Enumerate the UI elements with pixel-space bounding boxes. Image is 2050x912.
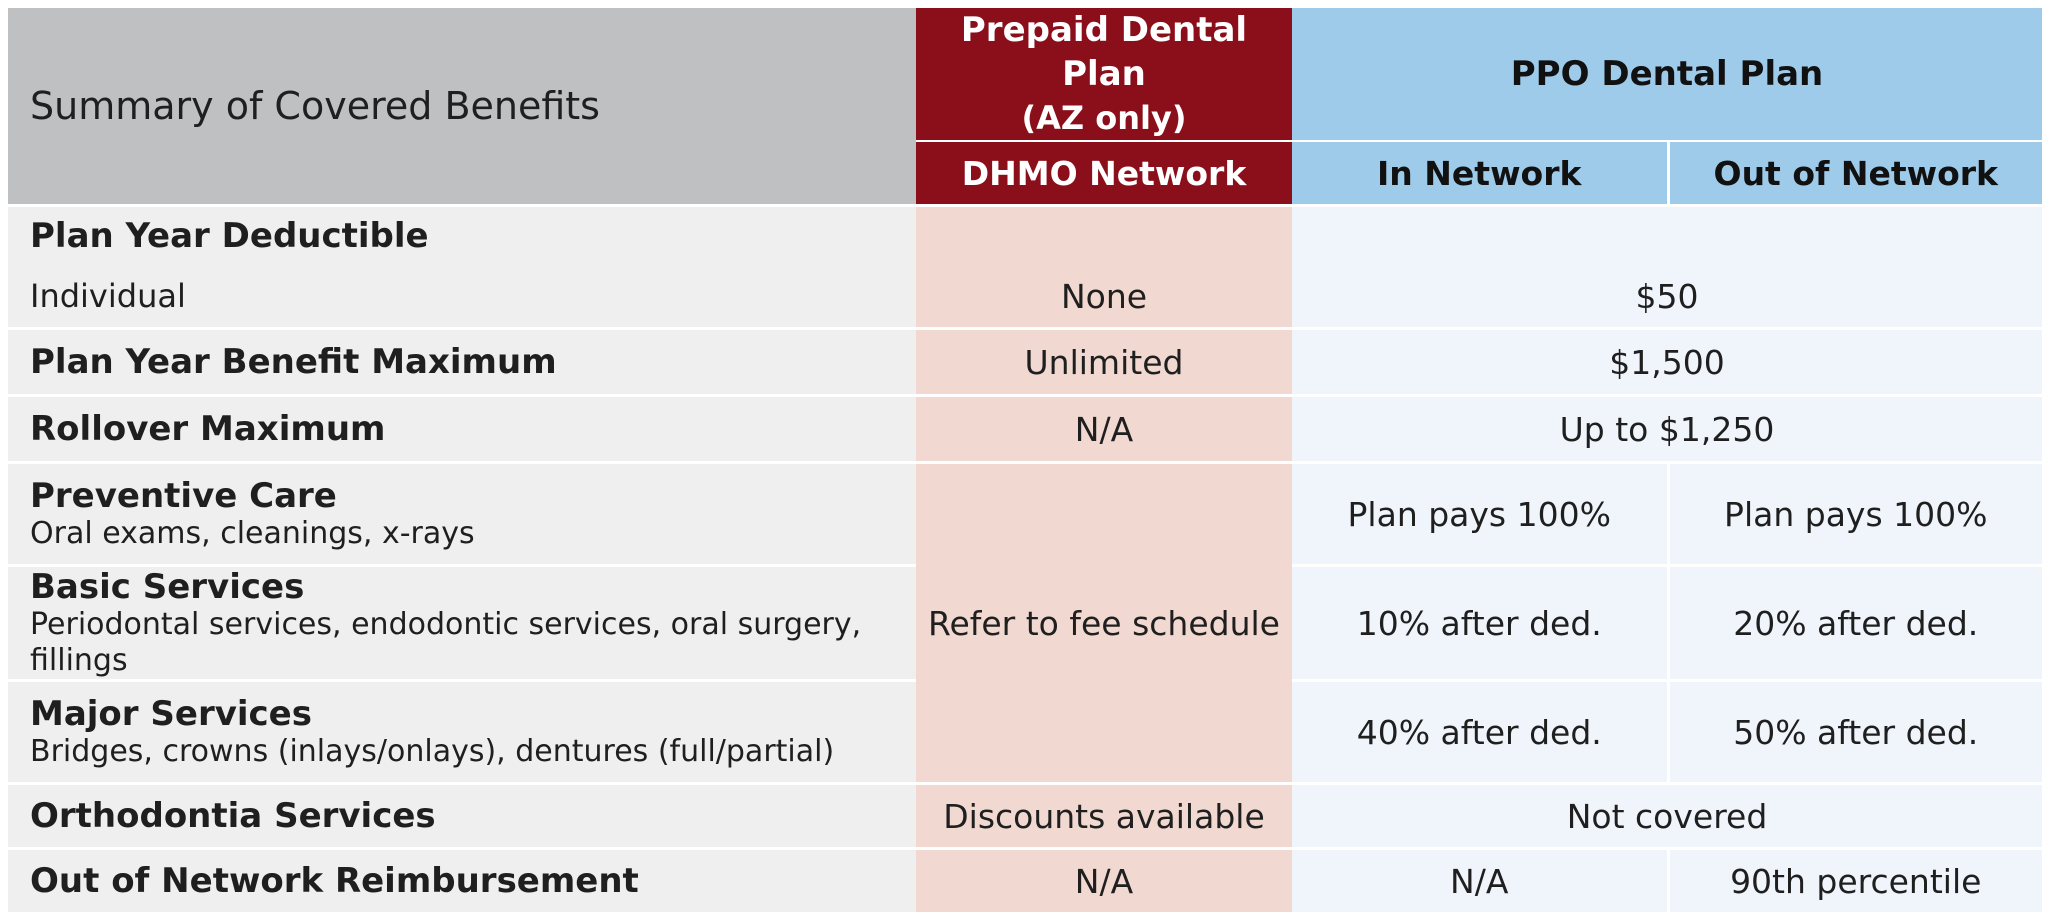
row-label: Major Services Bridges, crowns (inlays/o… xyxy=(8,681,916,784)
preventive-label: Preventive Care xyxy=(30,476,916,516)
oon-out-network-value: 90th percentile xyxy=(1668,849,2042,912)
dhmo-cell xyxy=(916,206,1292,266)
row-label: Preventive Care Oral exams, cleanings, x… xyxy=(8,463,916,566)
dhmo-network-header: DHMO Network xyxy=(916,141,1292,206)
major-out-network-value: 50% after ded. xyxy=(1668,681,2042,784)
services-dhmo-value: Refer to fee schedule xyxy=(916,463,1292,784)
row-label: Basic Services Periodontal services, end… xyxy=(8,566,916,681)
ppo-cell xyxy=(1292,206,2042,266)
table-row: Rollover Maximum N/A Up to $1,250 xyxy=(8,396,2042,463)
row-label: Plan Year Benefit Maximum xyxy=(8,329,916,396)
table-row: Preventive Care Oral exams, cleanings, x… xyxy=(8,463,2042,566)
benefits-summary: Summary of Covered Benefits Prepaid Dent… xyxy=(8,8,2042,912)
basic-in-network-value: 10% after ded. xyxy=(1292,566,1668,681)
row-label: Plan Year Deductible xyxy=(8,206,916,266)
prepaid-plan-subtitle: (AZ only) xyxy=(916,96,1292,140)
major-description: Bridges, crowns (inlays/onlays), denture… xyxy=(30,734,916,770)
ppo-plan-header: PPO Dental Plan xyxy=(1292,8,2042,141)
rollover-ppo-value: Up to $1,250 xyxy=(1292,396,2042,463)
preventive-in-network-value: Plan pays 100% xyxy=(1292,463,1668,566)
preventive-out-network-value: Plan pays 100% xyxy=(1668,463,2042,566)
rollover-dhmo-value: N/A xyxy=(916,396,1292,463)
table-row: Plan Year Benefit Maximum Unlimited $1,5… xyxy=(8,329,2042,396)
ortho-ppo-value: Not covered xyxy=(1292,784,2042,849)
table-row: Orthodontia Services Discounts available… xyxy=(8,784,2042,849)
row-label: Individual xyxy=(8,265,916,329)
benefits-table: Summary of Covered Benefits Prepaid Dent… xyxy=(8,8,2042,912)
out-of-network-header: Out of Network xyxy=(1668,141,2042,206)
in-network-header: In Network xyxy=(1292,141,1668,206)
benefit-max-ppo-value: $1,500 xyxy=(1292,329,2042,396)
individual-label: Individual xyxy=(30,278,916,314)
row-label: Orthodontia Services xyxy=(8,784,916,849)
oon-dhmo-value: N/A xyxy=(916,849,1292,912)
table-row: Out of Network Reimbursement N/A N/A 90t… xyxy=(8,849,2042,912)
table-title: Summary of Covered Benefits xyxy=(8,8,916,206)
deductible-dhmo-value: None xyxy=(916,265,1292,329)
ortho-dhmo-value: Discounts available xyxy=(916,784,1292,849)
major-in-network-value: 40% after ded. xyxy=(1292,681,1668,784)
oon-in-network-value: N/A xyxy=(1292,849,1668,912)
prepaid-plan-title: Prepaid Dental Plan xyxy=(916,8,1292,96)
major-label: Major Services xyxy=(30,694,916,734)
row-label: Out of Network Reimbursement xyxy=(8,849,916,912)
table-row: Individual None $50 xyxy=(8,265,2042,329)
table-row: Plan Year Deductible xyxy=(8,206,2042,266)
deductible-ppo-value: $50 xyxy=(1292,265,2042,329)
basic-label: Basic Services xyxy=(30,567,916,607)
row-label: Rollover Maximum xyxy=(8,396,916,463)
benefit-max-label: Plan Year Benefit Maximum xyxy=(30,342,916,382)
deductible-label: Plan Year Deductible xyxy=(30,216,916,256)
prepaid-plan-header: Prepaid Dental Plan (AZ only) xyxy=(916,8,1292,141)
preventive-description: Oral exams, cleanings, x-rays xyxy=(30,516,916,552)
basic-out-network-value: 20% after ded. xyxy=(1668,566,2042,681)
oon-reimbursement-label: Out of Network Reimbursement xyxy=(30,861,916,901)
rollover-label: Rollover Maximum xyxy=(30,409,916,449)
basic-description: Periodontal services, endodontic service… xyxy=(30,607,916,679)
ortho-label: Orthodontia Services xyxy=(30,796,916,836)
benefit-max-dhmo-value: Unlimited xyxy=(916,329,1292,396)
